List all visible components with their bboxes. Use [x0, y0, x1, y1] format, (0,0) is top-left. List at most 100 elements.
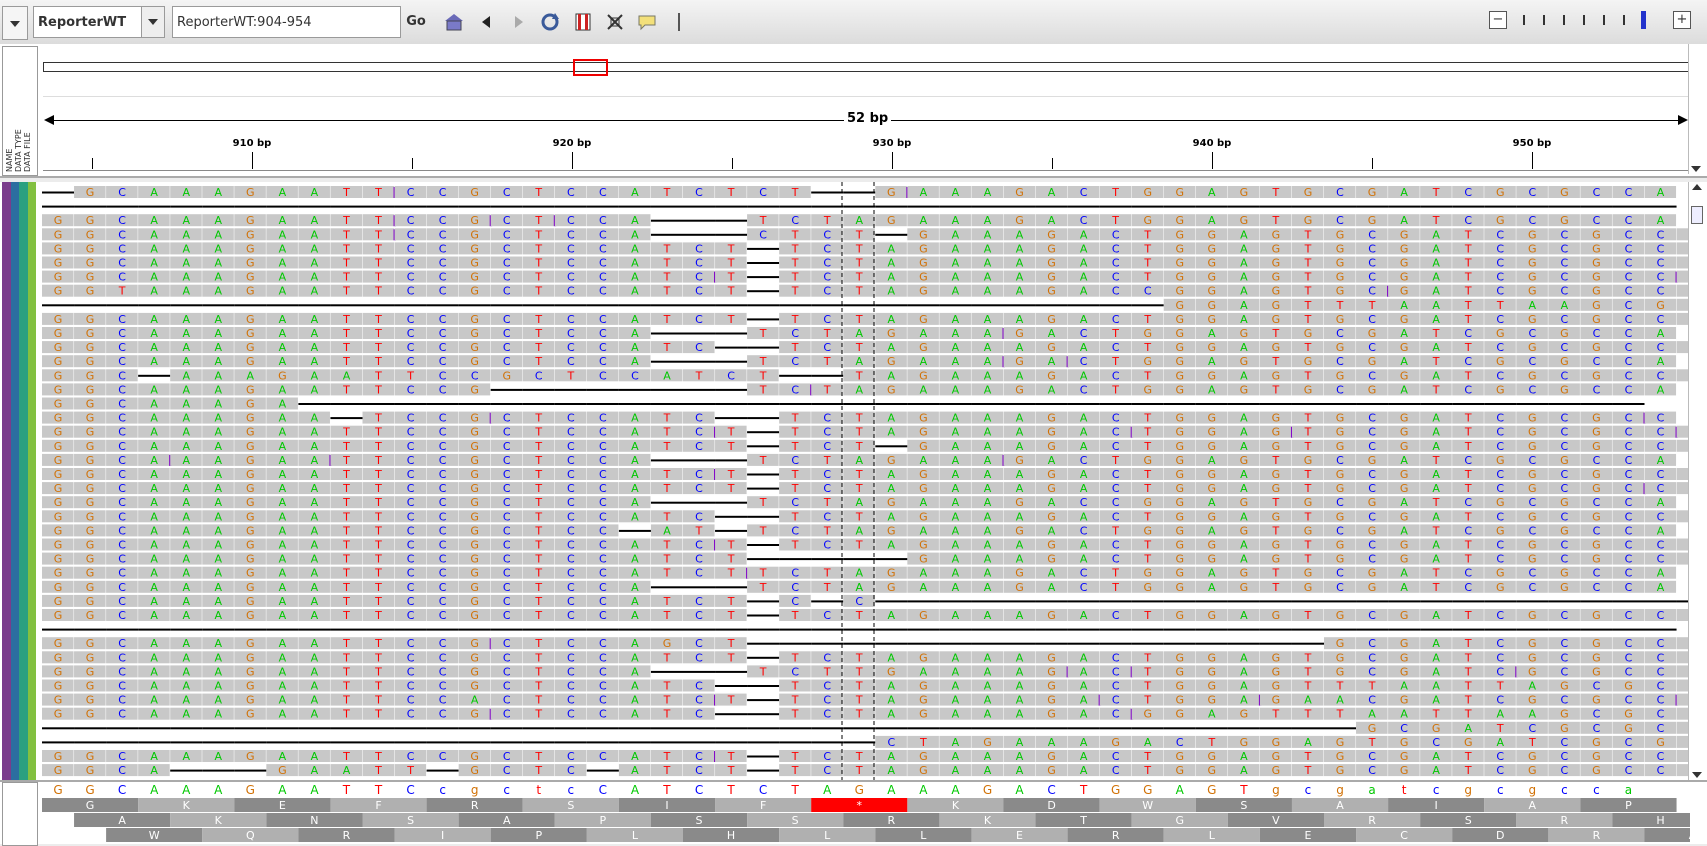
- deletion-line: [426, 304, 459, 307]
- read-base: C: [1080, 214, 1088, 227]
- zoom-tick[interactable]: [1523, 15, 1525, 25]
- read-base: A: [279, 553, 287, 566]
- roi-icon[interactable]: [573, 12, 593, 32]
- chevron-up-icon[interactable]: [1692, 184, 1702, 190]
- attribute-color-strip[interactable]: [2, 182, 36, 780]
- attr-col[interactable]: [27, 182, 36, 780]
- zoom-tick[interactable]: [1563, 15, 1565, 25]
- back-icon[interactable]: [477, 12, 497, 32]
- read-row[interactable]: [42, 628, 1677, 631]
- zoom-tick[interactable]: [1623, 15, 1625, 25]
- attr-col[interactable]: [19, 182, 28, 780]
- zoom-out-button[interactable]: −: [1489, 11, 1507, 29]
- read-base: T: [342, 186, 350, 199]
- zoom-current-level[interactable]: [1641, 11, 1646, 29]
- read-base-bg: [202, 369, 234, 382]
- home-icon[interactable]: [444, 12, 464, 32]
- read-base: A: [1080, 468, 1088, 481]
- sequence-track-name[interactable]: [2, 782, 38, 846]
- read-base: T: [342, 567, 350, 580]
- forward-icon[interactable]: [508, 12, 528, 32]
- refresh-icon[interactable]: [540, 12, 560, 32]
- read-base-bg: [715, 270, 747, 283]
- read-base: C: [1336, 454, 1344, 467]
- read-base: G: [1143, 327, 1152, 340]
- zoom-tick[interactable]: [1603, 15, 1605, 25]
- attr-col[interactable]: [10, 182, 19, 780]
- menu-dropdown-button[interactable]: [2, 6, 28, 40]
- chevron-down-icon[interactable]: [1691, 166, 1701, 172]
- locus-input[interactable]: [172, 6, 401, 38]
- zoom-tick[interactable]: [1543, 15, 1545, 25]
- amino-acid-cell[interactable]: [1612, 813, 1690, 827]
- genome-select[interactable]: ReporterWT: [33, 6, 165, 38]
- read-base-bg: [779, 383, 811, 396]
- genome-select-arrow[interactable]: [141, 7, 164, 37]
- chevron-down-icon[interactable]: [1692, 772, 1702, 778]
- scroll-thumb[interactable]: [1691, 206, 1703, 224]
- ruler-scrollbar[interactable]: [1688, 44, 1703, 174]
- zoom-widget[interactable]: − +: [1489, 10, 1695, 34]
- popup-info-icon[interactable]: [637, 12, 657, 32]
- go-button[interactable]: Go: [406, 14, 426, 29]
- alignment-scrollbar[interactable]: [1688, 182, 1705, 780]
- deletion-line: [490, 628, 523, 631]
- amino-acid-cell[interactable]: [1644, 828, 1691, 842]
- attr-col[interactable]: [2, 182, 11, 780]
- zoom-in-button[interactable]: +: [1673, 11, 1691, 29]
- ruler-ticks[interactable]: 910 bp 920 bp 930 bp 940 bp 950 bp: [43, 136, 1693, 171]
- read-base: A: [1432, 285, 1440, 298]
- read-row[interactable]: GGCAAAGAATTCCGCTCCAGCTGCGATCGCGCCA: [42, 637, 1690, 650]
- zoom-tick[interactable]: [1583, 15, 1585, 25]
- chromosome-ideogram[interactable]: [43, 62, 1691, 72]
- read-row[interactable]: GGAGTTTAATTAAGCGCA: [42, 298, 1690, 312]
- read-base: T: [663, 553, 671, 566]
- read-base-bg: [554, 256, 587, 269]
- ideogram-current-region[interactable]: [573, 59, 608, 76]
- resize-icon[interactable]: [605, 12, 625, 32]
- read-row[interactable]: [42, 205, 1677, 208]
